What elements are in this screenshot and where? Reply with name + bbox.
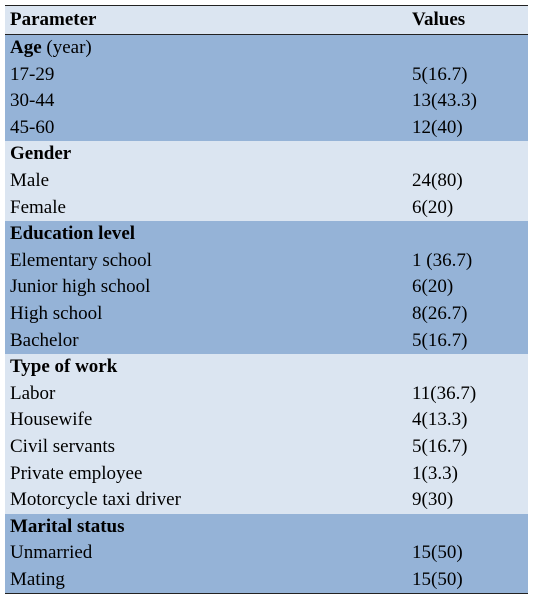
value-cell: 5(16.7) [412, 329, 468, 351]
data-row: Civil servants 5(16.7) [5, 433, 528, 461]
section-row: Gender [5, 141, 528, 168]
data-row: 30-44 13(43.3) [5, 88, 528, 115]
value-cell: 4(13.3) [412, 409, 468, 431]
section-title: Type of work [10, 356, 118, 378]
value-cell: 5(16.7) [412, 435, 468, 457]
data-row: Housewife 4(13.3) [5, 407, 528, 434]
value-cell: 8(26.7) [412, 302, 468, 324]
data-row: Labor 11(36.7) [5, 380, 528, 408]
empty-cell [412, 141, 528, 168]
value-cell: 24(80) [412, 169, 463, 191]
value-cell: 12(40) [412, 116, 463, 138]
empty-cell [412, 221, 528, 248]
data-row: High school 8(26.7) [5, 300, 528, 328]
empty-cell [412, 514, 528, 541]
value-cell: 9(30) [412, 489, 454, 511]
data-row: Bachelor 5(16.7) [5, 327, 528, 355]
parameter-cell: Private employee [10, 462, 143, 484]
data-row: Private employee 1(3.3) [5, 460, 528, 488]
parameter-cell: Motorcycle taxi driver [10, 489, 181, 511]
parameter-cell: Housewife [10, 409, 93, 431]
value-cell: 6(20) [412, 276, 454, 298]
section-cell: Age (year) [5, 35, 412, 62]
data-row: Female 6(20) [5, 194, 528, 222]
section-row: Age (year) [5, 35, 528, 62]
parameter-cell: Civil servants [10, 435, 116, 457]
data-row: Motorcycle taxi driver 9(30) [5, 487, 528, 514]
value-cell: 11(36.7) [412, 382, 477, 404]
value-cell: 13(43.3) [412, 90, 477, 112]
section-cell: Education level [5, 221, 412, 248]
section-row: Type of work [5, 354, 528, 381]
parameter-cell: 30-44 [10, 90, 55, 112]
section-title: Education level [10, 223, 136, 245]
section-note: (year) [46, 37, 92, 58]
section-title: Marital status [10, 515, 125, 537]
header-cell: Parameter [10, 9, 97, 30]
value-cell: 5(16.7) [412, 63, 468, 85]
data-row: Elementary school 1 (36.7) [5, 247, 528, 275]
section-cell: Gender [5, 141, 412, 168]
value-cell: 15(50) [412, 568, 463, 590]
value-cell: 6(20) [412, 196, 454, 218]
parameter-cell: High school [10, 302, 103, 324]
parameter-cell: Labor [10, 382, 56, 404]
parameter-cell: Female [10, 196, 66, 218]
value-cell: 1 (36.7) [412, 249, 473, 271]
section-title: Age [10, 37, 42, 58]
data-row: Unmarried 15(50) [5, 540, 528, 567]
parameter-cell: 45-60 [10, 116, 55, 138]
empty-cell [412, 354, 528, 381]
section-cell: Marital status [5, 514, 412, 541]
parameter-cell: Unmarried [10, 542, 93, 564]
data-row: Mating 15(50) [5, 566, 528, 594]
parameter-cell: 17-29 [10, 63, 55, 85]
parameter-cell: Elementary school [10, 249, 152, 271]
data-row: Male 24(80) [5, 167, 528, 195]
value-cell: 15(50) [412, 542, 463, 564]
parameter-cell: Bachelor [10, 329, 79, 351]
table: Parameter Values Age (year) 17-29 5(16.7) 3… [5, 5, 528, 595]
parameter-cell: Male [10, 169, 50, 191]
data-row: Junior high school 6(20) [5, 274, 528, 301]
section-row: Marital status [5, 513, 528, 541]
data-row: 17-29 5(16.7) [5, 61, 528, 89]
section-title: Gender [10, 143, 72, 165]
section-row: Education level [5, 221, 528, 248]
data-row: 45-60 12(40) [5, 114, 528, 142]
parameter-cell: Mating [10, 568, 65, 590]
value-cell: 1(3.3) [412, 462, 458, 484]
empty-cell [412, 35, 528, 62]
parameter-cell: Junior high school [10, 276, 151, 298]
section-cell: Type of work [5, 354, 412, 381]
header-cell: Values [412, 9, 466, 30]
header-row: Parameter Values [5, 6, 528, 35]
